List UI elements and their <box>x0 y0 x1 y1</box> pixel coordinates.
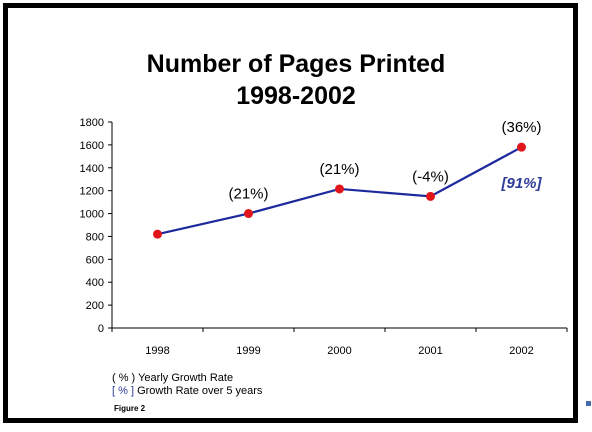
y-tick-label: 600 <box>86 254 104 266</box>
chart-title-line2: 1998-2002 <box>236 82 356 110</box>
x-tick-label: 2001 <box>418 345 442 357</box>
data-point <box>426 191 435 201</box>
chart-title-line1: Number of Pages Printed <box>146 50 446 78</box>
y-tick-label: 1400 <box>80 163 104 175</box>
x-tick-label: 2002 <box>509 345 533 357</box>
data-point <box>517 142 526 152</box>
growth-label: (36%) <box>501 119 541 136</box>
y-tick-label: 1000 <box>80 209 104 221</box>
x-tick-label: 2000 <box>327 345 351 357</box>
legend: ( % ) Yearly Growth Rate [ % ] Growth Ra… <box>112 372 262 398</box>
five-year-growth-label: [91%] <box>500 175 542 192</box>
series-pages-printed <box>153 142 526 239</box>
growth-label: (21%) <box>319 161 359 178</box>
x-tick-label: 1998 <box>145 345 169 357</box>
legend-marker-five-year: [ % ] <box>112 385 135 397</box>
y-tick-label: 400 <box>86 277 104 289</box>
legend-marker-yearly: ( % ) <box>112 372 136 384</box>
legend-text-five-year: Growth Rate over 5 years <box>137 385 263 397</box>
y-tick-label: 1200 <box>80 186 104 198</box>
x-tick-label: 1999 <box>236 345 260 357</box>
y-tick-label: 800 <box>86 231 104 243</box>
y-tick-label: 200 <box>86 300 104 312</box>
data-point <box>244 209 253 219</box>
y-axis: 0 200 400 600 800 1000 1200 1400 1600 1800 <box>80 117 113 335</box>
legend-row-yearly: ( % ) Yearly Growth Rate <box>112 372 262 385</box>
chart-frame <box>3 3 578 423</box>
data-point <box>335 184 344 194</box>
data-point <box>153 229 162 239</box>
point-labels: (21%) (21%) (-4%) (36%) [91%] <box>228 119 542 202</box>
y-tick-label: 1800 <box>80 117 104 129</box>
legend-row-five-year: [ % ] Growth Rate over 5 years <box>112 385 262 398</box>
x-axis: 1998 1999 2000 2001 2002 <box>111 327 568 357</box>
growth-label: (21%) <box>228 186 268 203</box>
chart-title: Number of Pages Printed 1998-2002 <box>0 48 592 112</box>
growth-label: (-4%) <box>412 168 449 185</box>
corner-mark <box>586 401 591 406</box>
y-tick-label: 0 <box>98 323 104 335</box>
legend-text-yearly: Yearly Growth Rate <box>138 372 234 384</box>
figure-label: Figure 2 <box>114 404 146 413</box>
y-tick-label: 1600 <box>80 140 104 152</box>
